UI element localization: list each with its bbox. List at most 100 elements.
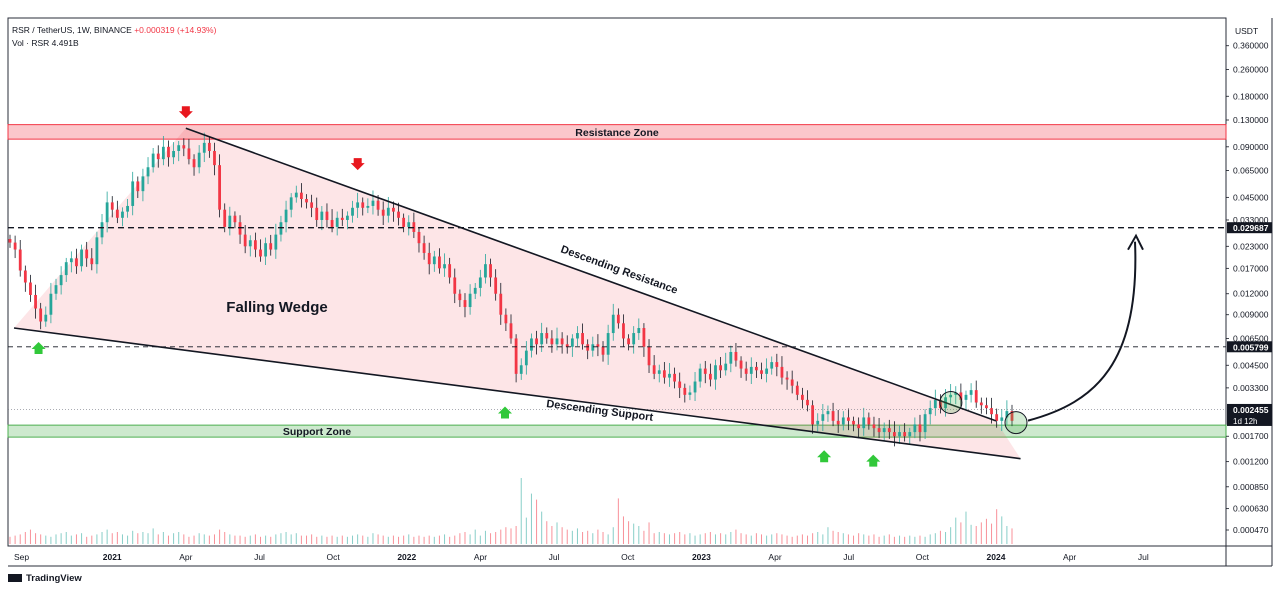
candle-body [448,264,452,278]
volume-bar [807,535,809,544]
tradingview-logo[interactable]: TradingView [8,573,82,584]
volume-bar [55,534,57,544]
candle-body [964,394,968,400]
candle-body [913,424,917,433]
volume-bar [316,536,318,544]
volume-bar [382,535,384,544]
volume-bar [755,533,757,544]
volume-bar [781,534,783,544]
volume-bar [352,535,354,544]
volume-bar [45,535,47,544]
volume-bar [837,532,839,544]
candle-body [320,211,324,220]
volume-bar [960,522,962,544]
volume-bar [725,534,727,544]
time-axis[interactable]: Sep 2021 Apr Jul Oct 2022 Apr Jul Oct 2023 Apr Jul O… [14,552,1149,562]
resistance-zone [7,124,1227,140]
volume-bar [541,511,543,544]
volume-bar [899,535,901,544]
volume-bar [551,526,553,544]
volume-bar [341,535,343,544]
volume-bar [929,534,931,544]
volume-bar [321,535,323,544]
candle-body [402,217,406,227]
candle-body [177,145,181,151]
volume-bar [14,535,16,544]
volume-bar [980,522,982,544]
volume-bar [178,532,180,544]
x-tick-label: Apr [1063,552,1076,562]
symbol-title[interactable]: RSR / TetherUS, 1W, BINANCE [12,25,132,35]
volume-bar [975,526,977,544]
volume-bar [1001,516,1003,544]
volume-bar [111,533,113,544]
candle-body [299,192,303,199]
candle-body [519,365,523,374]
price-change: +0.000319 (+14.93%) [134,25,217,35]
volume-bar [367,536,369,544]
candle-body [228,215,232,227]
volume-bar [914,536,916,544]
volume-bar [858,533,860,544]
volume-bar [714,534,716,544]
x-tick-label: Apr [768,552,781,562]
candle-body [156,153,160,160]
volume-bar [965,511,967,544]
y-tick-label: 0.033000 [1233,215,1269,225]
candle-body [852,420,855,425]
volume-bar [167,535,169,544]
y-tick-label: 0.009000 [1233,310,1269,320]
candle-body [647,346,651,366]
volume-bar [275,534,277,544]
y-tick-label: 0.065000 [1233,166,1269,176]
volume-bar [132,530,134,544]
candle-body [714,365,717,380]
candle-body [678,381,682,388]
x-tick-label: Oct [327,552,341,562]
volume-bar [674,533,676,544]
volume-bar [260,536,261,544]
volume-bar [469,534,471,544]
candle-body [376,200,380,210]
candle-body [749,366,753,374]
volume-bar [704,533,706,544]
volume-bar [617,498,619,544]
candle-body [530,338,533,351]
candle-body [443,264,446,269]
candle-body [167,146,170,158]
candle-body [269,243,273,250]
volume-bar [587,530,589,544]
candle-body [816,420,820,425]
candle-body [69,258,73,263]
volume-bar [883,535,885,544]
candle-body [662,370,666,378]
volume-bar [1011,528,1013,544]
candle-body [279,222,283,235]
candle-body [1000,417,1004,421]
volume-legend[interactable]: Vol · RSR 4.491B [12,38,79,48]
candle-body [80,249,83,267]
candle-body [407,222,411,227]
volume-bar [203,534,205,544]
support-zone-label: Support Zone [283,426,351,438]
x-tick-label: 2023 [692,552,711,562]
candle-body [95,237,99,265]
volume-bar [484,530,486,544]
volume-bar [219,529,221,544]
volume-bar [950,527,952,544]
volume-bar [694,535,696,544]
candle-body [325,211,329,220]
volume-bar [96,534,98,544]
x-tick-label: Apr [474,552,487,562]
candle-body [668,373,671,378]
volume-bar [970,524,972,544]
candle-body [85,249,89,259]
candle-body [294,192,298,198]
candle-body [131,181,135,206]
candle-body [611,314,615,334]
price-axis[interactable]: USDT 0.360000 0.260000 0.180000 0.130000 0.09… [1226,26,1272,535]
candle-body [187,148,191,160]
volume-bar [525,517,527,544]
volume-bar [822,534,824,544]
